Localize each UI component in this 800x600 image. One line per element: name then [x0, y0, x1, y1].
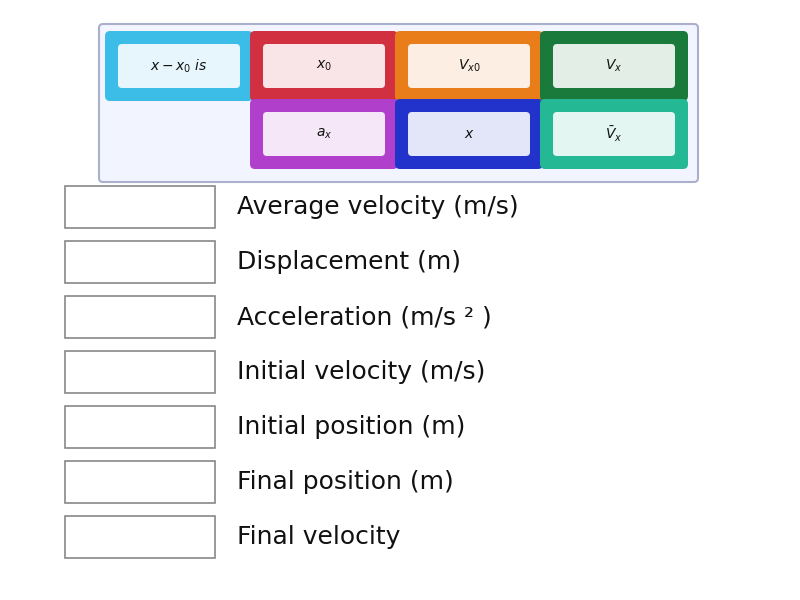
Text: $V_{x0}$: $V_{x0}$: [458, 58, 480, 74]
Bar: [65, 186, 215, 228]
Text: $x$: $x$: [464, 127, 474, 141]
Text: Final velocity: Final velocity: [237, 525, 400, 549]
FancyBboxPatch shape: [540, 99, 688, 169]
FancyBboxPatch shape: [408, 44, 530, 88]
FancyBboxPatch shape: [553, 44, 675, 88]
Text: $V_x$: $V_x$: [606, 58, 622, 74]
Bar: [65, 351, 215, 393]
FancyBboxPatch shape: [250, 31, 398, 101]
FancyBboxPatch shape: [395, 99, 543, 169]
Text: Average velocity (m/s): Average velocity (m/s): [237, 195, 518, 219]
Text: $a_x$: $a_x$: [316, 127, 332, 141]
Bar: [65, 406, 215, 448]
FancyBboxPatch shape: [99, 24, 698, 182]
Text: $\bar{V}_x$: $\bar{V}_x$: [606, 124, 622, 143]
FancyBboxPatch shape: [395, 31, 543, 101]
Text: Final position (m): Final position (m): [237, 470, 454, 494]
Text: Initial velocity (m/s): Initial velocity (m/s): [237, 360, 486, 384]
FancyBboxPatch shape: [250, 99, 398, 169]
Text: Acceleration (m/s ² ): Acceleration (m/s ² ): [237, 305, 492, 329]
FancyBboxPatch shape: [263, 112, 385, 156]
Text: $x_0$: $x_0$: [316, 59, 332, 73]
Text: $x - x_0$ is: $x - x_0$ is: [150, 57, 208, 75]
Bar: [65, 461, 215, 503]
FancyBboxPatch shape: [118, 44, 240, 88]
Text: Displacement (m): Displacement (m): [237, 250, 461, 274]
Bar: [65, 296, 215, 338]
FancyBboxPatch shape: [263, 44, 385, 88]
Bar: [65, 241, 215, 283]
FancyBboxPatch shape: [540, 31, 688, 101]
Bar: [65, 516, 215, 558]
FancyBboxPatch shape: [105, 31, 253, 101]
Text: Initial position (m): Initial position (m): [237, 415, 466, 439]
FancyBboxPatch shape: [408, 112, 530, 156]
FancyBboxPatch shape: [553, 112, 675, 156]
